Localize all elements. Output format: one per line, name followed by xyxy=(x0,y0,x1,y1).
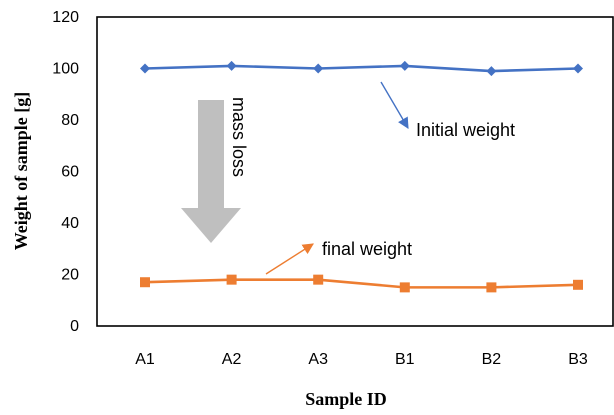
final-weight-point xyxy=(573,279,583,290)
final-weight-label: final weight xyxy=(322,239,412,259)
x-tick-label: B3 xyxy=(568,351,588,368)
final-weight-point xyxy=(399,282,410,293)
initial-weight-point xyxy=(313,63,324,74)
initial-weight-line xyxy=(144,64,579,73)
y-tick-label: 20 xyxy=(61,267,79,284)
y-tick-label: 80 xyxy=(61,112,79,129)
final-weight-callout-arrow xyxy=(265,243,314,275)
y-tick-label: 60 xyxy=(61,164,79,181)
mass-loss-label: mass loss xyxy=(229,97,249,177)
initial-weight-point xyxy=(486,66,497,77)
x-tick-label: A1 xyxy=(135,351,155,368)
initial-weight-callout-arrow xyxy=(380,81,409,129)
x-tick-label: A3 xyxy=(308,351,328,368)
mass-loss-arrow xyxy=(181,100,241,243)
final-weight-line xyxy=(144,278,579,289)
final-weight-point xyxy=(226,274,237,285)
y-tick-label: 100 xyxy=(52,61,79,78)
final-weight-point xyxy=(313,274,324,285)
final-weight-point xyxy=(486,282,497,293)
y-tick-label: 120 xyxy=(52,9,79,26)
y-tick-label: 0 xyxy=(70,318,79,335)
initial-weight-point xyxy=(573,63,583,74)
initial-weight-point xyxy=(140,63,150,74)
initial-weight-point xyxy=(226,60,237,71)
x-tick-label: B1 xyxy=(395,351,415,368)
y-axis-title: Weight of sample [g] xyxy=(11,92,31,250)
initial-weight-point xyxy=(399,60,410,71)
x-tick-label: A2 xyxy=(222,351,242,368)
x-axis-title: Sample ID xyxy=(305,389,387,409)
plot-area xyxy=(96,16,614,327)
final-weight-point xyxy=(140,277,150,288)
x-tick-label: B2 xyxy=(482,351,502,368)
y-tick-label: 40 xyxy=(61,215,79,232)
initial-weight-label: Initial weight xyxy=(416,120,515,140)
